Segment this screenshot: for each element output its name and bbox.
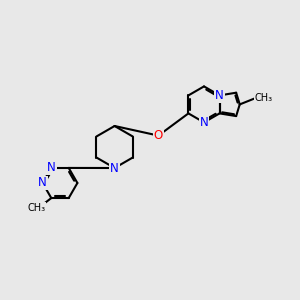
Text: O: O: [154, 129, 163, 142]
Text: N: N: [110, 161, 119, 175]
Text: N: N: [47, 161, 56, 174]
Text: N: N: [200, 116, 208, 129]
Text: CH₃: CH₃: [27, 203, 45, 213]
Text: N: N: [38, 176, 47, 190]
Text: CH₃: CH₃: [255, 93, 273, 103]
Text: N: N: [215, 89, 224, 102]
